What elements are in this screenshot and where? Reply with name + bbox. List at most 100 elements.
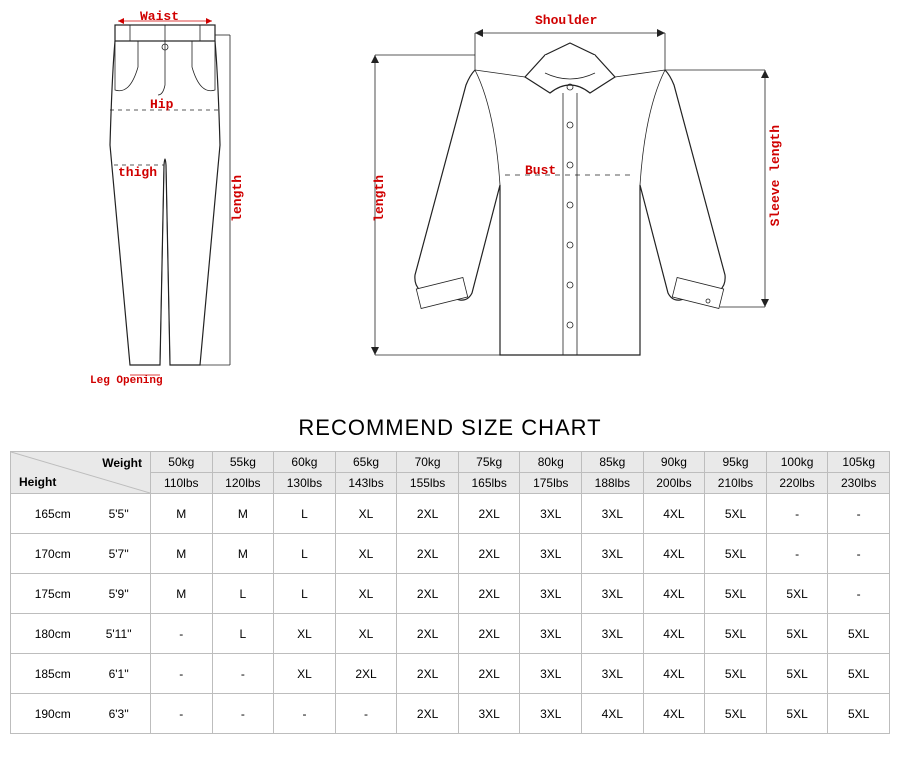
weight-column-header: 65kg143lbs bbox=[335, 452, 397, 494]
weight-column-header: 85kg188lbs bbox=[582, 452, 644, 494]
size-chart-table: Weight Height 50kg110lbs55kg120lbs60kg13… bbox=[10, 451, 890, 734]
size-cell: - bbox=[766, 494, 828, 534]
label-shoulder: Shoulder bbox=[535, 13, 597, 28]
size-cell: 4XL bbox=[643, 494, 705, 534]
size-cell: 3XL bbox=[520, 574, 582, 614]
height-ft: 5'11'' bbox=[91, 627, 147, 641]
size-cell: M bbox=[151, 534, 213, 574]
chart-title: RECOMMEND SIZE CHART bbox=[0, 415, 900, 441]
size-cell: 5XL bbox=[766, 694, 828, 734]
size-cell: 3XL bbox=[582, 574, 644, 614]
weight-lbs: 143lbs bbox=[336, 472, 397, 493]
height-cell: 165cm5'5'' bbox=[11, 494, 151, 534]
height-ft: 5'9'' bbox=[91, 587, 147, 601]
size-cell: 5XL bbox=[828, 614, 890, 654]
size-cell: - bbox=[212, 694, 274, 734]
size-cell: 5XL bbox=[705, 654, 767, 694]
size-cell: 2XL bbox=[397, 654, 459, 694]
weight-kg: 80kg bbox=[520, 452, 581, 472]
size-row: 180cm5'11''-LXLXL2XL2XL3XL3XL4XL5XL5XL5X… bbox=[11, 614, 890, 654]
weight-column-header: 95kg210lbs bbox=[705, 452, 767, 494]
size-cell: 2XL bbox=[397, 694, 459, 734]
height-cm: 170cm bbox=[14, 547, 90, 561]
header-row: Weight Height 50kg110lbs55kg120lbs60kg13… bbox=[11, 452, 890, 494]
size-cell: 2XL bbox=[458, 534, 520, 574]
label-sleeve-length: Sleeve length bbox=[768, 125, 783, 226]
weight-kg: 90kg bbox=[644, 452, 705, 472]
weight-kg: 95kg bbox=[705, 452, 766, 472]
weight-column-header: 55kg120lbs bbox=[212, 452, 274, 494]
size-cell: M bbox=[151, 494, 213, 534]
label-thigh: thigh bbox=[118, 165, 157, 180]
size-cell: 3XL bbox=[520, 694, 582, 734]
weight-kg: 70kg bbox=[397, 452, 458, 472]
height-ft: 6'1'' bbox=[91, 667, 147, 681]
size-cell: 5XL bbox=[766, 574, 828, 614]
size-cell: 5XL bbox=[705, 534, 767, 574]
size-cell: M bbox=[212, 494, 274, 534]
size-cell: 5XL bbox=[705, 574, 767, 614]
size-cell: 3XL bbox=[520, 494, 582, 534]
height-cell: 170cm5'7'' bbox=[11, 534, 151, 574]
size-cell: 5XL bbox=[766, 654, 828, 694]
label-shirt-length: length bbox=[372, 175, 387, 222]
size-cell: 2XL bbox=[397, 614, 459, 654]
size-row: 170cm5'7''MMLXL2XL2XL3XL3XL4XL5XL-- bbox=[11, 534, 890, 574]
height-cm: 185cm bbox=[14, 667, 90, 681]
height-ft: 5'7'' bbox=[91, 547, 147, 561]
weight-lbs: 130lbs bbox=[274, 472, 335, 493]
weight-lbs: 200lbs bbox=[644, 472, 705, 493]
size-cell: XL bbox=[335, 494, 397, 534]
height-cm: 175cm bbox=[14, 587, 90, 601]
size-cell: 2XL bbox=[397, 534, 459, 574]
weight-kg: 50kg bbox=[151, 452, 212, 472]
size-cell: - bbox=[151, 694, 213, 734]
weight-lbs: 155lbs bbox=[397, 472, 458, 493]
weight-lbs: 220lbs bbox=[767, 472, 828, 493]
weight-column-header: 80kg175lbs bbox=[520, 452, 582, 494]
size-cell: - bbox=[151, 614, 213, 654]
label-waist: Waist bbox=[140, 9, 179, 24]
size-cell: 4XL bbox=[643, 534, 705, 574]
weight-column-header: 60kg130lbs bbox=[274, 452, 336, 494]
size-row: 185cm6'1''--XL2XL2XL2XL3XL3XL4XL5XL5XL5X… bbox=[11, 654, 890, 694]
weight-lbs: 120lbs bbox=[213, 472, 274, 493]
size-cell: - bbox=[828, 574, 890, 614]
weight-kg: 55kg bbox=[213, 452, 274, 472]
pants-diagram: Waist Hip thigh length Leg Opening bbox=[80, 15, 280, 385]
label-bust: Bust bbox=[525, 163, 556, 178]
size-cell: XL bbox=[274, 614, 336, 654]
weight-kg: 65kg bbox=[336, 452, 397, 472]
size-cell: L bbox=[212, 614, 274, 654]
weight-axis-label: Weight bbox=[102, 456, 142, 470]
size-chart-body: 165cm5'5''MMLXL2XL2XL3XL3XL4XL5XL--170cm… bbox=[11, 494, 890, 734]
weight-lbs: 188lbs bbox=[582, 472, 643, 493]
size-cell: 4XL bbox=[582, 694, 644, 734]
size-cell: 5XL bbox=[766, 614, 828, 654]
height-cm: 180cm bbox=[14, 627, 90, 641]
label-pants-length: length bbox=[230, 175, 245, 222]
size-cell: M bbox=[151, 574, 213, 614]
weight-kg: 85kg bbox=[582, 452, 643, 472]
label-hip: Hip bbox=[150, 97, 173, 112]
size-cell: XL bbox=[335, 534, 397, 574]
size-cell: - bbox=[828, 494, 890, 534]
size-cell: - bbox=[212, 654, 274, 694]
weight-lbs: 175lbs bbox=[520, 472, 581, 493]
size-cell: 3XL bbox=[520, 654, 582, 694]
size-cell: 3XL bbox=[582, 534, 644, 574]
size-row: 190cm6'3''----2XL3XL3XL4XL4XL5XL5XL5XL bbox=[11, 694, 890, 734]
height-cell: 190cm6'3'' bbox=[11, 694, 151, 734]
size-cell: - bbox=[335, 694, 397, 734]
size-cell: XL bbox=[274, 654, 336, 694]
size-cell: 5XL bbox=[705, 694, 767, 734]
weight-kg: 105kg bbox=[828, 452, 889, 472]
size-cell: 3XL bbox=[582, 614, 644, 654]
size-cell: 5XL bbox=[705, 494, 767, 534]
size-cell: XL bbox=[335, 614, 397, 654]
size-cell: 3XL bbox=[582, 494, 644, 534]
height-ft: 6'3'' bbox=[91, 707, 147, 721]
size-cell: L bbox=[274, 534, 336, 574]
pants-svg bbox=[80, 15, 280, 385]
weight-column-header: 50kg110lbs bbox=[151, 452, 213, 494]
